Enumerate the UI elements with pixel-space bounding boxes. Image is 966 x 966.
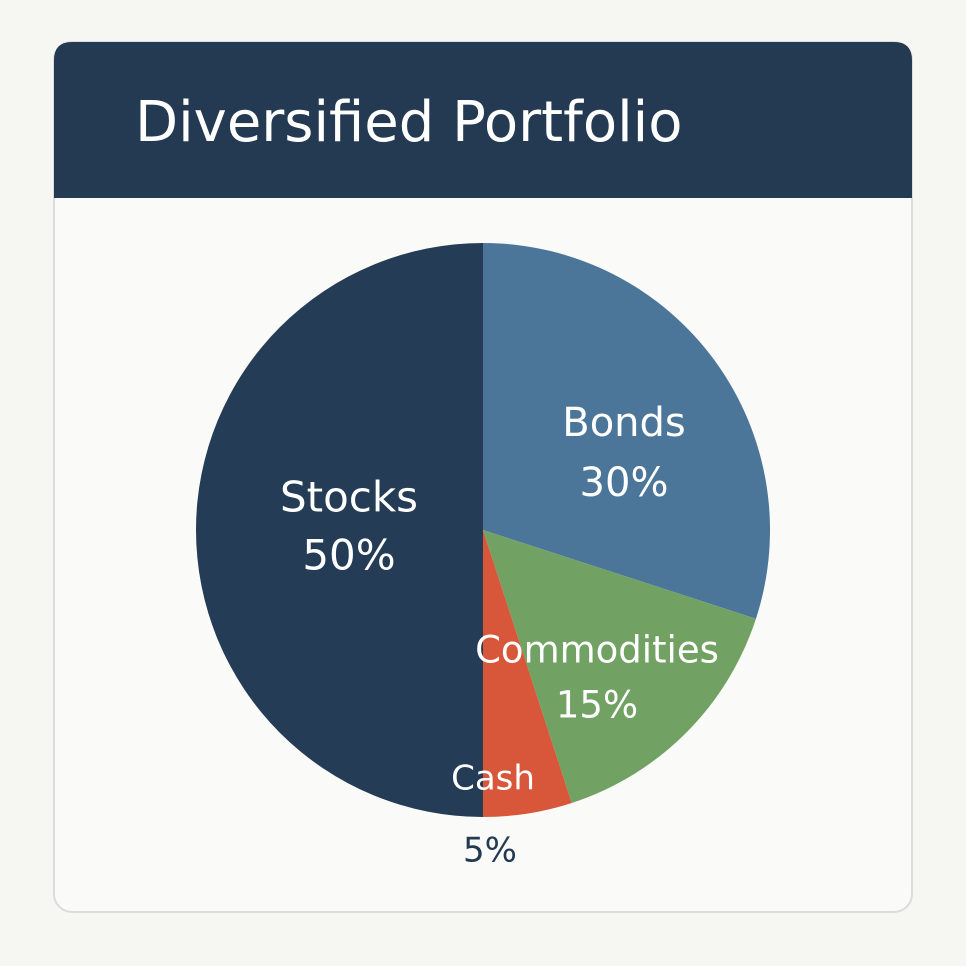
slice-label: Cash bbox=[451, 759, 535, 799]
value-label: 50% bbox=[302, 531, 395, 580]
slice-label: Stocks bbox=[280, 473, 418, 522]
value-label: 30% bbox=[580, 460, 669, 506]
pie-slice bbox=[483, 243, 771, 619]
pie-slice bbox=[483, 530, 756, 803]
pie-slice bbox=[483, 530, 572, 817]
value-label: 5% bbox=[463, 831, 517, 871]
header bbox=[54, 42, 912, 198]
chart-title: Diversified Portfolio bbox=[135, 90, 682, 155]
slice-label: Bonds bbox=[562, 400, 686, 446]
pie-slice bbox=[196, 243, 483, 817]
slice-label: Commodities bbox=[475, 629, 719, 672]
value-label: 15% bbox=[556, 684, 638, 727]
